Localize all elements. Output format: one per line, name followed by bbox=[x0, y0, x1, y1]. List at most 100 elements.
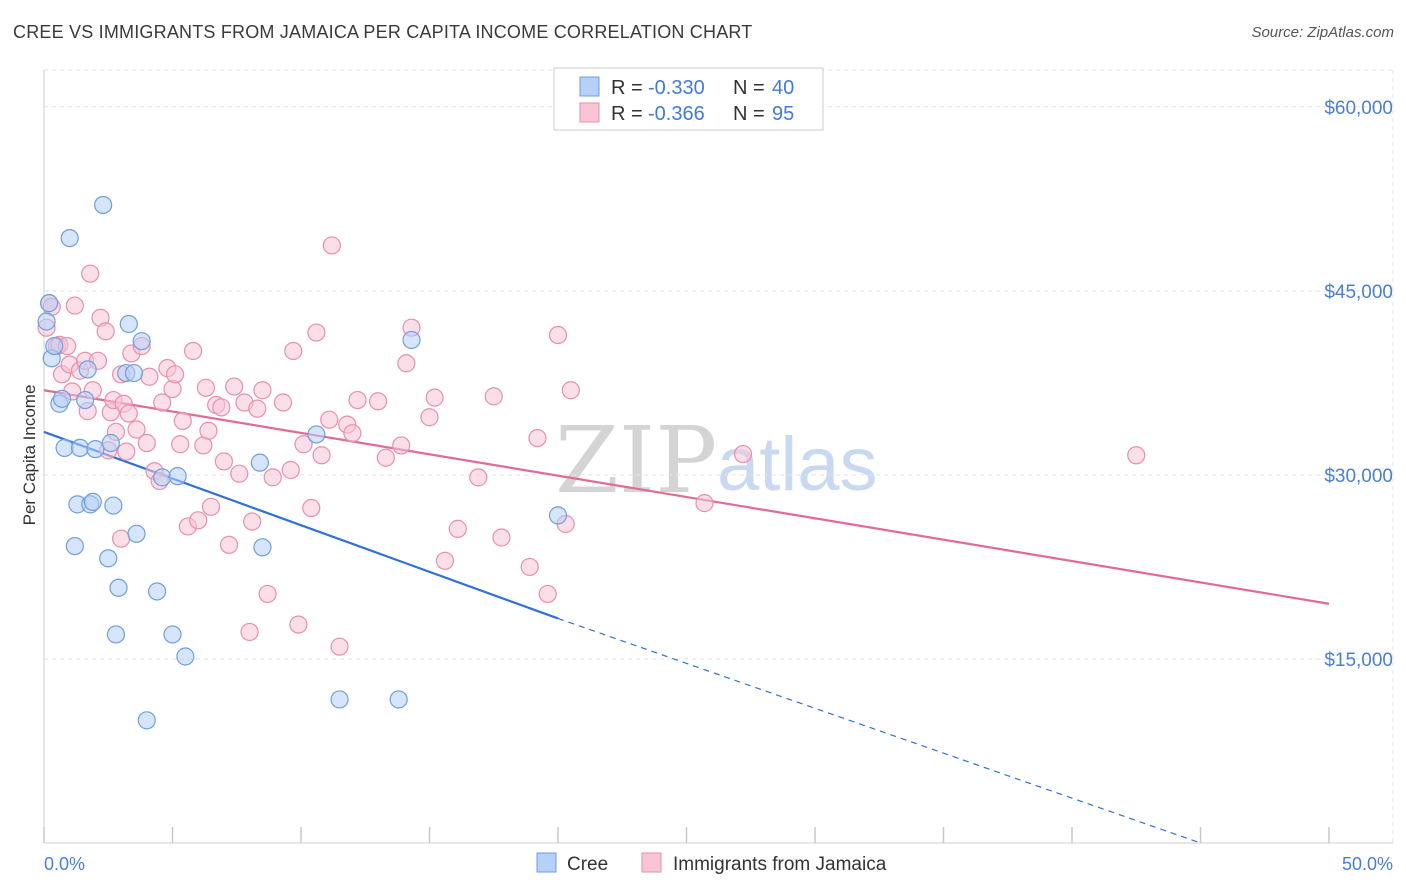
jamaica-point bbox=[548, 325, 568, 345]
jamaica-point bbox=[307, 323, 326, 342]
cree-point bbox=[83, 492, 102, 511]
cree-point bbox=[65, 536, 84, 556]
jamaica-point bbox=[117, 442, 136, 461]
jamaica-point bbox=[140, 367, 159, 386]
cree-point bbox=[45, 336, 64, 356]
top-legend: R = -0.330 N = 40 R = -0.366 N = 95 bbox=[553, 67, 824, 131]
jamaica-point bbox=[343, 424, 362, 443]
cree-point bbox=[330, 690, 349, 709]
x-tick-label-min: 0.0% bbox=[44, 854, 85, 874]
jamaica-point bbox=[695, 494, 714, 513]
cree-point bbox=[104, 496, 123, 515]
y-axis-label: Per Capita Income bbox=[20, 385, 39, 526]
legend-r-value-cree: -0.330 bbox=[648, 77, 705, 99]
jamaica-point bbox=[219, 535, 239, 554]
legend-r-value-jamaica: -0.366 bbox=[648, 103, 705, 125]
jamaica-point bbox=[248, 399, 267, 418]
jamaica-point bbox=[469, 468, 488, 487]
cree-point bbox=[402, 330, 421, 350]
jamaica-point bbox=[214, 452, 233, 471]
y-tick-label: $45,000 bbox=[1324, 282, 1393, 303]
jamaica-point bbox=[201, 497, 221, 516]
jamaica-point bbox=[320, 410, 339, 429]
jamaica-point bbox=[448, 519, 467, 538]
jamaica-point bbox=[322, 236, 341, 255]
cree-point bbox=[37, 312, 56, 331]
jamaica-point bbox=[225, 377, 244, 396]
jamaica-point bbox=[81, 264, 100, 283]
cree-point bbox=[250, 453, 269, 472]
cree-point bbox=[548, 506, 568, 525]
jamaica-point bbox=[111, 529, 131, 548]
cree-trendline-extension bbox=[557, 617, 1201, 844]
point-layer bbox=[37, 195, 1146, 730]
jamaica-point bbox=[183, 341, 203, 361]
bottom-legend: Cree Immigrants from Jamaica bbox=[536, 852, 887, 875]
legend-n-label-cree: N = bbox=[733, 77, 765, 99]
cree-point bbox=[153, 468, 172, 487]
jamaica-point bbox=[492, 528, 511, 547]
jamaica-point bbox=[258, 584, 277, 604]
jamaica-point bbox=[528, 428, 547, 448]
jamaica-point bbox=[348, 390, 367, 410]
cree-point bbox=[101, 433, 120, 453]
watermark-zip: ZIP bbox=[555, 407, 717, 514]
jamaica-point bbox=[376, 448, 395, 467]
jamaica-point bbox=[153, 393, 172, 412]
jamaica-point bbox=[65, 296, 84, 315]
cree-point bbox=[60, 228, 79, 248]
cree-point bbox=[137, 711, 156, 730]
jamaica-point bbox=[173, 411, 192, 431]
legend-n-label-jamaica: N = bbox=[733, 103, 765, 125]
cree-point bbox=[253, 538, 272, 557]
jamaica-point bbox=[733, 444, 753, 464]
cree-point bbox=[40, 294, 59, 313]
jamaica-point bbox=[137, 433, 156, 453]
jamaica-point bbox=[538, 584, 557, 604]
jamaica-point bbox=[163, 379, 182, 399]
jamaica-point bbox=[435, 551, 455, 570]
bottom-legend-cree: Cree bbox=[567, 854, 608, 875]
bottom-legend-swatch-cree bbox=[536, 852, 557, 873]
jamaica-point bbox=[520, 557, 539, 577]
cree-point bbox=[94, 195, 113, 215]
jamaica-point bbox=[263, 468, 282, 487]
legend-r-label-jamaica: R = bbox=[611, 103, 643, 125]
jamaica-point bbox=[330, 637, 349, 656]
jamaica-point bbox=[294, 435, 313, 454]
jamaica-point bbox=[281, 460, 300, 480]
cree-point bbox=[119, 314, 138, 334]
jamaica-point bbox=[230, 464, 249, 483]
y-tick-label: $30,000 bbox=[1324, 466, 1393, 487]
jamaica-point bbox=[302, 498, 321, 518]
jamaica-point bbox=[284, 341, 303, 361]
jamaica-point bbox=[127, 420, 146, 439]
jamaica-point bbox=[312, 446, 331, 465]
jamaica-point bbox=[240, 622, 259, 642]
cree-point bbox=[99, 549, 118, 568]
cree-point bbox=[168, 467, 187, 486]
watermark-atlas: atlas bbox=[717, 422, 878, 507]
cree-point bbox=[109, 578, 128, 597]
jamaica-point bbox=[96, 322, 115, 341]
cree-point bbox=[124, 363, 144, 383]
jamaica-point bbox=[420, 408, 439, 427]
jamaica-point bbox=[484, 387, 503, 406]
jamaica-point bbox=[273, 393, 293, 412]
cree-point bbox=[76, 390, 95, 410]
chart-title: CREE VS IMMIGRANTS FROM JAMAICA PER CAPI… bbox=[13, 22, 753, 42]
legend-swatch-jamaica bbox=[579, 102, 600, 123]
jamaica-point bbox=[171, 435, 190, 454]
cree-point bbox=[163, 625, 182, 644]
source-credit: Source: ZipAtlas.com bbox=[1251, 24, 1394, 41]
cree-point bbox=[132, 332, 151, 351]
cree-point bbox=[86, 440, 105, 459]
cree-point bbox=[55, 438, 74, 458]
legend-n-value-jamaica: 95 bbox=[772, 103, 794, 125]
jamaica-point bbox=[253, 381, 272, 400]
cree-point bbox=[78, 360, 97, 379]
jamaica-point bbox=[199, 421, 218, 440]
jamaica-point bbox=[119, 404, 138, 423]
jamaica-point bbox=[165, 365, 185, 384]
